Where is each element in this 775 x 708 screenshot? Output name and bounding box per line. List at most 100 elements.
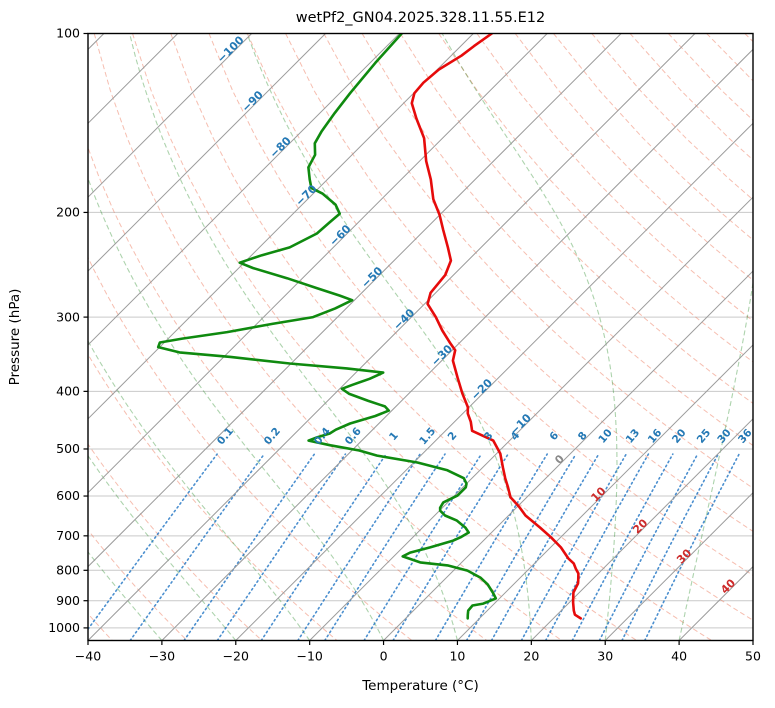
dry-adiabat [323, 33, 753, 489]
isotherm-label: −60 [327, 222, 354, 249]
isotherm-label: −80 [267, 134, 294, 161]
isotherm-label: −100 [215, 33, 247, 65]
isotherm-label: −20 [469, 376, 496, 403]
axes-frame-layer [83, 32, 754, 645]
plot-border [87, 32, 754, 642]
isotherm-line [88, 33, 326, 272]
y-tick-label: 900 [56, 593, 80, 608]
isotherm-label: −90 [239, 88, 266, 115]
isotherm-line [88, 33, 548, 494]
isotherm-line [88, 33, 253, 198]
y-tick-label: 500 [56, 441, 80, 456]
mixing-ratio-label: 10 [596, 427, 615, 446]
isotherm-line [235, 122, 753, 641]
mixing-ratio-line [644, 453, 740, 641]
mixing-ratio-label: 1.5 [417, 425, 438, 447]
moist-adiabat [129, 33, 458, 641]
isotherm-line [88, 33, 696, 641]
pressure-gridlines-layer [88, 211, 753, 629]
x-tick-label: 30 [597, 649, 613, 664]
isotherm-line [88, 33, 179, 124]
moist-adiabat [88, 339, 311, 641]
dry-adiabat [399, 33, 753, 404]
tick-labels-layer: −40 −30 −20 −10 0 10 20 30 40 5010020030040050060… [48, 26, 761, 664]
dry-adiabat [93, 33, 562, 641]
x-tick-label: 10 [449, 649, 465, 664]
chart-title: wetPf2_GN04.2025.328.11.55.E12 [296, 10, 545, 26]
dry-adiabat [706, 33, 753, 82]
x-tick-label: 0 [380, 649, 388, 664]
isotherm-label: 20 [630, 516, 650, 536]
mixing-ratio-label: 13 [624, 427, 643, 446]
dry-adiabat [208, 33, 753, 621]
dry-adiabat [88, 529, 188, 641]
mixing-ratio-line [88, 453, 218, 631]
moist-adiabat [88, 176, 385, 641]
dewpoint-curve [156, 33, 498, 620]
isotherm-line [309, 196, 753, 641]
isotherms-layer [88, 33, 753, 641]
mixing-ratio-line [544, 453, 650, 641]
mixing-ratio-line [434, 453, 548, 641]
x-tick-label: −10 [296, 649, 322, 664]
moist-adiabat [88, 551, 163, 641]
mixing-ratio-line [297, 453, 421, 641]
dry-adiabat [438, 33, 753, 363]
y-tick-label: 200 [56, 205, 80, 220]
y-axis-title: Pressure (hPa) [7, 289, 23, 386]
isotherm-line [88, 33, 622, 568]
dry-adiabat [744, 33, 753, 43]
dry-adiabat [88, 443, 263, 641]
x-axis-title: Temperature (°C) [361, 678, 479, 694]
isotherm-label: 30 [674, 546, 694, 566]
isotherm-line [752, 639, 753, 641]
dry-adiabat [476, 33, 753, 322]
y-tick-label: 300 [56, 309, 80, 324]
dry-adiabat [514, 33, 753, 281]
isotherm-line [88, 33, 474, 420]
moist-adiabat [441, 33, 618, 641]
mixing-ratio-line [571, 453, 674, 641]
sounding-curves-layer [156, 33, 582, 620]
x-tick-label: −30 [149, 649, 175, 664]
moist-adiabats-layer [88, 33, 753, 641]
mixing-ratio-line [260, 453, 387, 641]
mixing-ratio-label: 8 [576, 430, 590, 443]
isotherm-label: −70 [293, 182, 320, 209]
dry-adiabat [132, 33, 637, 641]
isotherm-label: −10 [507, 411, 534, 438]
mixing-ratio-line [598, 453, 699, 641]
isotherm-line [678, 565, 753, 641]
x-tick-label: −20 [223, 649, 249, 664]
isotherm-label: 40 [718, 576, 738, 596]
mixing-ratio-label: 2 [446, 430, 460, 443]
isotherm-label: −50 [359, 264, 386, 291]
y-tick-label: 800 [56, 563, 80, 578]
dry-adiabat [88, 146, 488, 641]
y-tick-label: 400 [56, 384, 80, 399]
dry-adiabat [88, 256, 413, 641]
y-tick-label: 600 [56, 488, 80, 503]
moist-adiabat [752, 638, 753, 641]
mixing-ratio-label: 1 [387, 430, 401, 443]
mixing-ratio-line [216, 453, 347, 641]
mixing-ratio-line [183, 453, 316, 641]
dry-adiabat [88, 353, 338, 641]
mixing-ratio-line [363, 453, 483, 641]
x-tick-label: −40 [75, 649, 101, 664]
isotherm-label: −40 [391, 306, 418, 333]
isotherm-line [88, 33, 400, 346]
y-tick-label: 700 [56, 528, 80, 543]
isotherm-line [161, 48, 753, 641]
isotherm-line [604, 492, 753, 641]
mixing-ratio-label: 20 [670, 427, 689, 446]
mixing-ratio-line [621, 453, 719, 641]
dry-adiabat [553, 33, 753, 241]
mixing-ratio-label: 0.2 [262, 425, 283, 447]
x-tick-label: 50 [745, 649, 761, 664]
mixing-ratio-line [129, 453, 265, 641]
isotherm-line [530, 418, 753, 641]
mixing-ratio-line [465, 453, 577, 641]
